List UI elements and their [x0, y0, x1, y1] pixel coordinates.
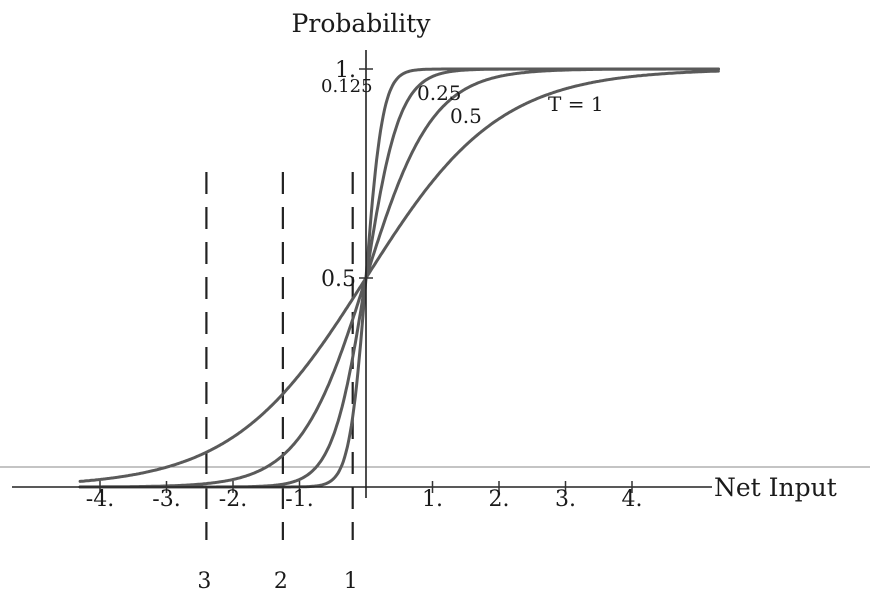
guide-label-2: 2 — [274, 569, 288, 594]
curve-series-2 — [78, 67, 720, 489]
chart-title: Probability — [292, 9, 432, 38]
curve-series-4 — [78, 69, 720, 483]
curves — [78, 67, 720, 489]
curve-series-1 — [78, 67, 720, 489]
y-tick-label: 0.5 — [321, 267, 356, 292]
guide-label-3: 3 — [197, 569, 211, 594]
x-tick-label: -4. — [86, 487, 114, 512]
series-labels: 0.125 0.250.5 T = 1 — [321, 76, 604, 128]
x-tick-label: -3. — [152, 487, 180, 512]
x-tick-label: -2. — [219, 487, 247, 512]
x-axis-label: Net Input — [714, 473, 837, 502]
x-tick-label: 2. — [489, 487, 510, 512]
series-label-2: 0.25 — [417, 81, 462, 105]
guide-label-1: 1 — [344, 569, 358, 594]
x-tick-label: -1. — [285, 487, 313, 512]
x-tick-label: 3. — [555, 487, 576, 512]
y-ticks: 1. 0.5 — [321, 58, 373, 292]
guide-lines: 3 2 1 — [197, 172, 358, 594]
x-ticks: -4. -3. -2. -1. 1. 2. 3. 4. — [86, 481, 643, 512]
y-tick-label: 1. — [335, 58, 356, 83]
x-tick-label: 1. — [422, 487, 443, 512]
x-tick-label: 4. — [622, 487, 643, 512]
series-label-1: 0.125 — [321, 76, 373, 97]
series-label-4: T = 1 — [548, 92, 604, 116]
curve-series-3 — [78, 67, 720, 489]
series-label-3: 0.5 — [450, 104, 482, 128]
